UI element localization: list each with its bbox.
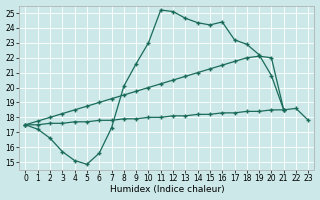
X-axis label: Humidex (Indice chaleur): Humidex (Indice chaleur) xyxy=(109,185,224,194)
